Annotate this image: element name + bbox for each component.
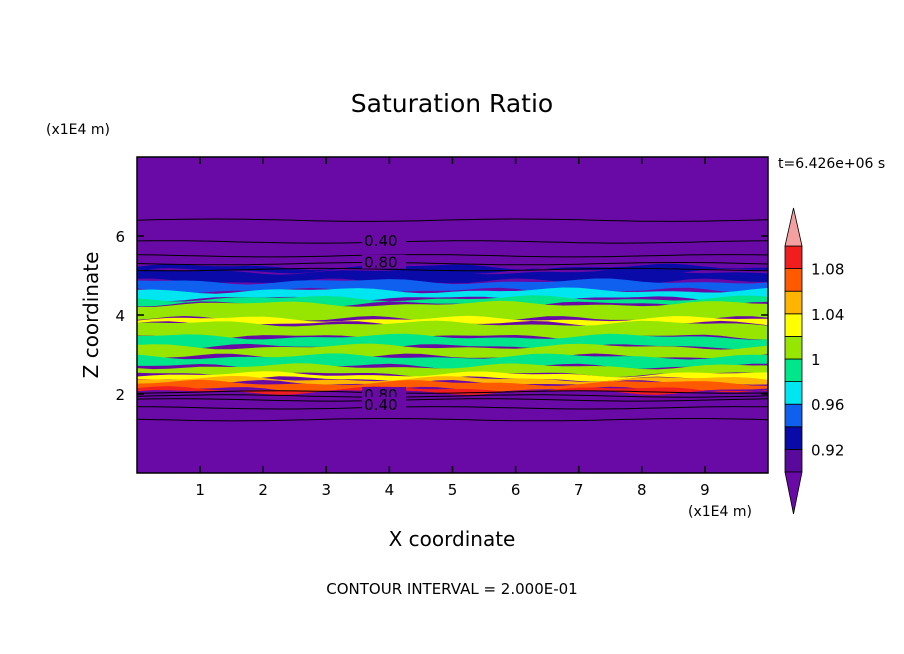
contour-line [137,254,768,258]
colorbar: 0.92 0.96 1 1.04 1.08 [784,207,844,515]
contour-band [137,263,768,274]
contour-interval-footer: CONTOUR INTERVAL = 2.000E-01 [326,580,577,598]
colorbar-over-arrow [784,207,803,247]
contour-band [137,315,768,327]
contour-label-bg [362,396,407,411]
time-label: t=6.426e+06 s [778,156,885,172]
x-tick-label: 4 [385,481,395,499]
colorbar-tick-label: 0.96 [811,396,844,414]
contour-label: 0.40 [364,396,397,414]
colorbar-swatch [784,245,803,270]
contour-band [137,287,768,302]
chart-title: Saturation Ratio [351,89,553,118]
colorbar-swatch [784,290,803,315]
x-axis-label: X coordinate [389,527,516,551]
colorbar-under-arrow [784,471,803,515]
x-tick-label: 6 [511,481,521,499]
x-tick-label: 9 [700,481,710,499]
contour-line [137,267,768,272]
colorbar-swatch [784,335,803,360]
y-tick-label: 2 [115,386,125,404]
x-tick-label: 5 [448,481,458,499]
contour-band [137,300,768,321]
x-tick-label: 8 [637,481,647,499]
colorbar-swatch [784,403,803,428]
contour-line [137,262,768,266]
contour-line [137,418,768,422]
colorbar-tick-label: 1.04 [811,306,844,324]
contour-line [137,406,768,410]
y-axis-label: Z coordinate [79,252,103,379]
colorbar-tick-label: 1 [811,351,821,369]
contour-line [137,240,768,244]
x-tick-label: 1 [195,481,205,499]
colorbar-swatch [784,448,803,473]
contour-band [137,343,768,359]
colorbar-swatch [784,268,803,292]
contour-band [137,375,768,385]
x-tick-label: 2 [258,481,268,499]
contour-band [137,363,768,378]
contour-label: 0.80 [364,254,397,272]
contour-label: 0.40 [364,232,397,250]
contour-label-bg [362,232,407,247]
x-scale-label: (x1E4 m) [688,504,752,520]
y-tick-label: 6 [115,228,125,246]
x-tick-label: 3 [322,481,332,499]
contour-line [137,394,768,398]
contour-band [137,379,768,392]
colorbar-swatch [784,381,803,405]
contour-line [137,390,768,394]
plot-area [137,157,768,473]
contour-line [137,218,768,222]
contour-band [137,278,768,294]
y-scale-label: (x1E4 m) [46,122,110,138]
contour-band [137,333,768,350]
colorbar-swatch [784,358,803,383]
y-tick-label: 4 [115,307,125,325]
colorbar-tick-label: 1.08 [811,261,844,279]
contour-line [137,398,768,402]
colorbar-swatch [784,313,803,337]
colorbar-swatch [784,426,803,450]
x-tick-label: 7 [574,481,584,499]
colorbar-tick-label: 0.92 [811,441,844,459]
contour-label-bg [362,254,407,269]
contour-band [137,386,768,395]
